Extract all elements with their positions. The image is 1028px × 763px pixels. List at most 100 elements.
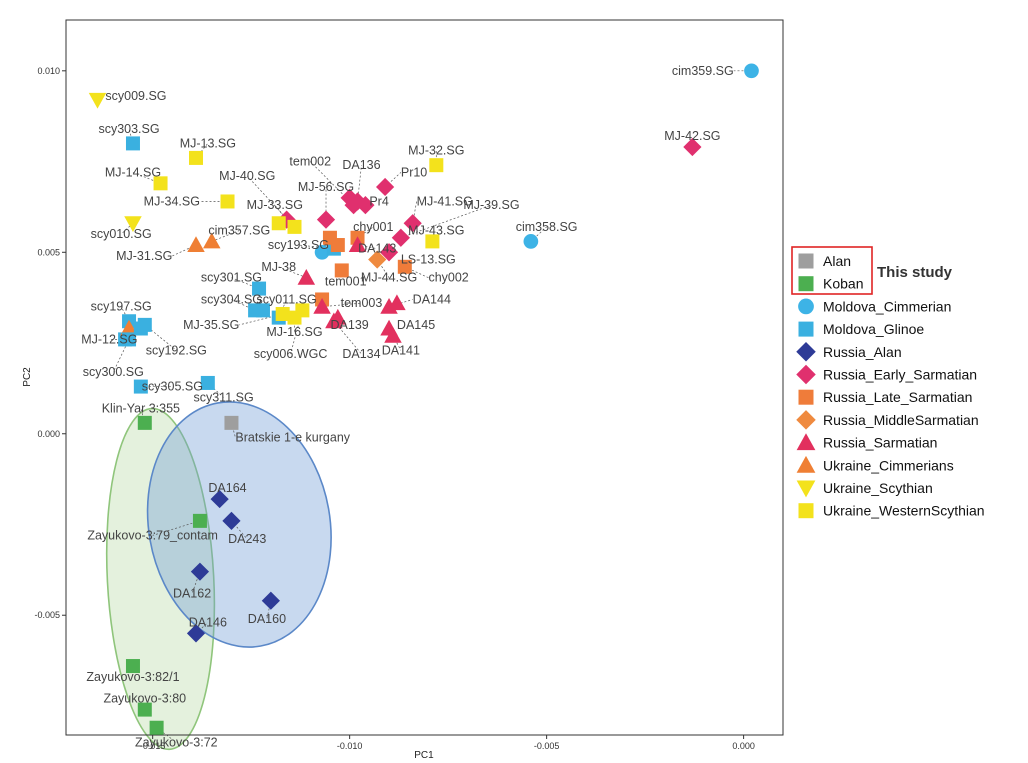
point-label-da143: DA143 xyxy=(358,242,396,256)
leader-line xyxy=(530,226,547,242)
point-mj-39-sg xyxy=(391,228,410,247)
legend-marker-russia-early-sarmatian xyxy=(796,364,816,385)
legend-marker-ukraine-scythian xyxy=(796,480,816,498)
point-label-tem001: tem001 xyxy=(325,274,367,288)
point-scy010-sg xyxy=(124,216,142,232)
this-study-highlight-box xyxy=(791,246,873,295)
point-label-cim357-sg: cim357.SG xyxy=(208,224,270,238)
leader-line xyxy=(290,310,303,355)
point-da243 xyxy=(222,511,241,530)
point-ukraine-westernscythian xyxy=(271,216,286,231)
point-label-mj-12-sg: MJ-12.SG xyxy=(81,332,137,346)
point-label-scy009-sg: scy009.SG xyxy=(105,89,166,103)
point-label-scy300-sg: scy300.SG xyxy=(83,365,144,379)
point-moldova-cimmerian xyxy=(314,244,330,260)
legend-marker-alan xyxy=(798,253,814,269)
point-moldova-glinoe xyxy=(255,303,270,318)
leader-line xyxy=(400,204,492,239)
y-tick-label: 0.000 xyxy=(37,429,60,439)
point-label-scy304-sg: scy304.SG xyxy=(201,292,262,306)
point-russia-sarmatian xyxy=(388,294,406,311)
point-label-scy192-sg: scy192.SG xyxy=(146,343,207,357)
label-layer: cim359.SG MJ-42.SG scy009.SG scy303.SG MJ-13… xyxy=(81,64,734,749)
y-axis-title: PC2 xyxy=(22,367,33,387)
point-russia-late-sarmatian xyxy=(330,238,345,253)
point-label-da134: DA134 xyxy=(342,347,380,361)
point-label-mj-33-sg: MJ-33.SG xyxy=(247,198,303,212)
point-label-mj-16-sg: MJ-16.SG xyxy=(266,325,322,339)
point-label-da146: DA146 xyxy=(189,615,227,629)
point-mj-33-sg xyxy=(277,210,296,229)
leader-line xyxy=(195,622,209,634)
x-axis-title: PC1 xyxy=(414,750,434,761)
x-tick-label: -0.010 xyxy=(337,741,363,751)
point-zayukovo-3-80 xyxy=(137,702,152,717)
point-label-klin-yar-3-355: Klin-Yar 3:355 xyxy=(102,401,180,415)
point-label-scy193-sg: scy193.SG xyxy=(268,238,329,252)
point-label-cim358-sg: cim358.SG xyxy=(516,220,578,234)
point-label-chy001: chy001 xyxy=(353,220,393,234)
point-scy006-wgc xyxy=(295,303,310,318)
point-ls-13-sg xyxy=(379,243,399,262)
point-label-da160: DA160 xyxy=(248,612,286,626)
leader-line xyxy=(392,335,402,351)
legend-label-russia-sarmatian: Russia_Sarmatian xyxy=(823,435,937,451)
y-tick-label: 0.010 xyxy=(37,66,60,76)
legend-label-russia-alan: Russia_Alan xyxy=(823,344,902,360)
point-ukraine-cimmerians xyxy=(120,319,138,336)
point-label-scy010-sg: scy010.SG xyxy=(91,227,152,241)
point-label-mj-31-sg: MJ-31.SG xyxy=(116,249,172,263)
point-da160 xyxy=(261,591,280,610)
point-tem003 xyxy=(313,297,331,314)
point-da143 xyxy=(348,236,367,253)
legend-marker-russia-sarmatian xyxy=(796,433,816,451)
point-cim358-sg xyxy=(523,234,539,249)
point-label-scy197-sg: scy197.SG xyxy=(91,300,152,314)
point-label-da164: DA164 xyxy=(208,481,246,495)
leader-line xyxy=(333,321,362,355)
point-label-cim359-sg: cim359.SG xyxy=(672,64,734,78)
point-label-scy305-sg: scy305.SG xyxy=(142,380,203,394)
point-zayukovo-3-82-1 xyxy=(125,659,140,674)
point-mj-40-sg xyxy=(287,219,302,234)
ellipse-alan xyxy=(146,401,332,648)
point-label-scy301-sg: scy301.SG xyxy=(201,271,262,285)
point-da164 xyxy=(210,489,229,509)
point-moldova-glinoe xyxy=(133,321,148,336)
point-label-zayukovo-3-82-1: Zayukovo-3:82/1 xyxy=(86,670,179,684)
legend-marker-ukraine-westernscythian xyxy=(798,503,814,519)
point-da162 xyxy=(190,562,210,581)
leader-line xyxy=(239,313,283,326)
legend: This study Alan Koban Moldova_Cimmerian Mol… xyxy=(791,246,985,519)
point-label-tem002: tem002 xyxy=(289,155,331,169)
point-da146 xyxy=(186,624,206,643)
point-layer xyxy=(88,63,759,735)
legend-marker-moldova-cimmerian xyxy=(798,298,814,315)
y-tick-label: -0.005 xyxy=(34,610,60,620)
y-tick-label: 0.005 xyxy=(37,247,60,257)
point-mj-13-sg xyxy=(189,150,204,165)
legend-label-moldova-glinoe: Moldova_Glinoe xyxy=(823,321,924,337)
legend-label-ukraine-cimmerians: Ukraine_Cimmerians xyxy=(823,457,954,473)
point-label-mj-41-sg: MJ-41.SG xyxy=(417,194,473,208)
point-klin-yar-3-355 xyxy=(137,415,152,430)
leader-line xyxy=(322,302,362,308)
point-label-tem003: tem003 xyxy=(341,296,383,310)
point-label-mj-38: MJ-38 xyxy=(261,260,296,274)
point-label-mj-42-sg: MJ-42.SG xyxy=(664,129,720,143)
legend-marker-ukraine-cimmerians xyxy=(796,455,816,473)
legend-label-ukraine-westernscythian: Ukraine_WesternScythian xyxy=(823,503,985,519)
leader-line xyxy=(266,600,272,619)
point-label-mj-39-sg: MJ-39.SG xyxy=(463,198,519,212)
point-chy002 xyxy=(397,259,412,274)
point-scy301-sg xyxy=(252,281,267,296)
point-label-scy011-sg: scy011.SG xyxy=(257,292,317,306)
point-label-zayukovo-3-72: Zayukovo-3:72 xyxy=(135,735,218,749)
point-label-mj-56-sg: MJ-56.SG xyxy=(298,180,354,194)
point-label-da145: DA145 xyxy=(397,318,435,332)
point-label-mj-43-sg: MJ-43.SG xyxy=(408,224,464,238)
point-mj-38 xyxy=(297,268,316,285)
leader-line xyxy=(152,520,201,536)
point-mj-42-sg xyxy=(683,137,702,157)
point-pr10 xyxy=(376,177,395,197)
